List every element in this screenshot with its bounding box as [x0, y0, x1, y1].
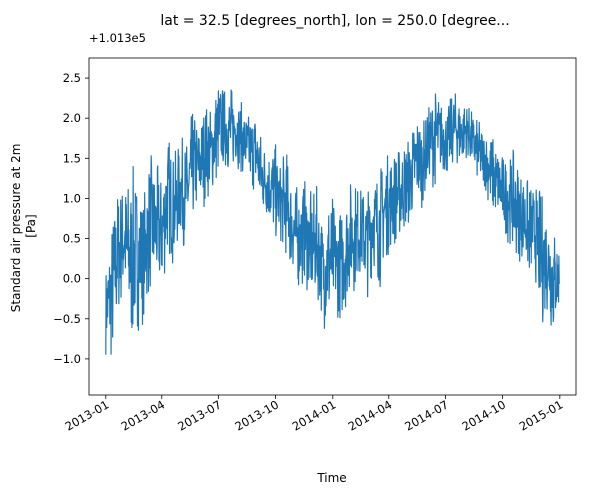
x-tick-label: 2013-01 — [63, 397, 112, 433]
y-tick-label: 0.5 — [63, 232, 81, 246]
series-line — [105, 89, 560, 355]
x-tick-label: 2013-10 — [232, 397, 281, 433]
chart-title: lat = 32.5 [degrees_north], lon = 250.0 … — [160, 13, 509, 29]
y-axis-label-line-2: [Pa] — [24, 214, 38, 237]
y-axis: −1.0 −0.5 0.0 0.5 1.0 1.5 2.0 2.5 — [53, 71, 89, 366]
x-tick-label: 2014-07 — [402, 397, 451, 433]
x-tick-label: 2014-01 — [290, 397, 339, 433]
y-tick-label: 1.5 — [63, 151, 81, 165]
y-tick-label: −1.0 — [53, 352, 81, 366]
x-tick-label: 2014-10 — [459, 397, 508, 433]
x-tick-label: 2015-01 — [517, 397, 566, 433]
y-axis-label-line-1: Standard air pressure at 2m — [9, 144, 23, 313]
plot-area — [105, 89, 560, 355]
x-axis: 2013-01 2013-04 2013-07 2013-10 2014-01 2014-… — [63, 395, 566, 434]
x-tick-label: 2013-07 — [175, 397, 224, 433]
y-tick-label: 1.0 — [63, 191, 81, 205]
x-tick-label: 2013-04 — [119, 397, 168, 433]
y-tick-label: 0.0 — [63, 272, 81, 286]
y-tick-label: 2.0 — [63, 111, 81, 125]
y-axis-label: Standard air pressure at 2m [Pa] — [9, 140, 38, 313]
y-tick-label: 2.5 — [63, 71, 81, 85]
x-tick-label: 2014-04 — [346, 397, 395, 433]
y-tick-label: −0.5 — [53, 312, 81, 326]
x-axis-label: Time — [316, 471, 346, 485]
y-offset-label: +1.013e5 — [89, 31, 146, 45]
